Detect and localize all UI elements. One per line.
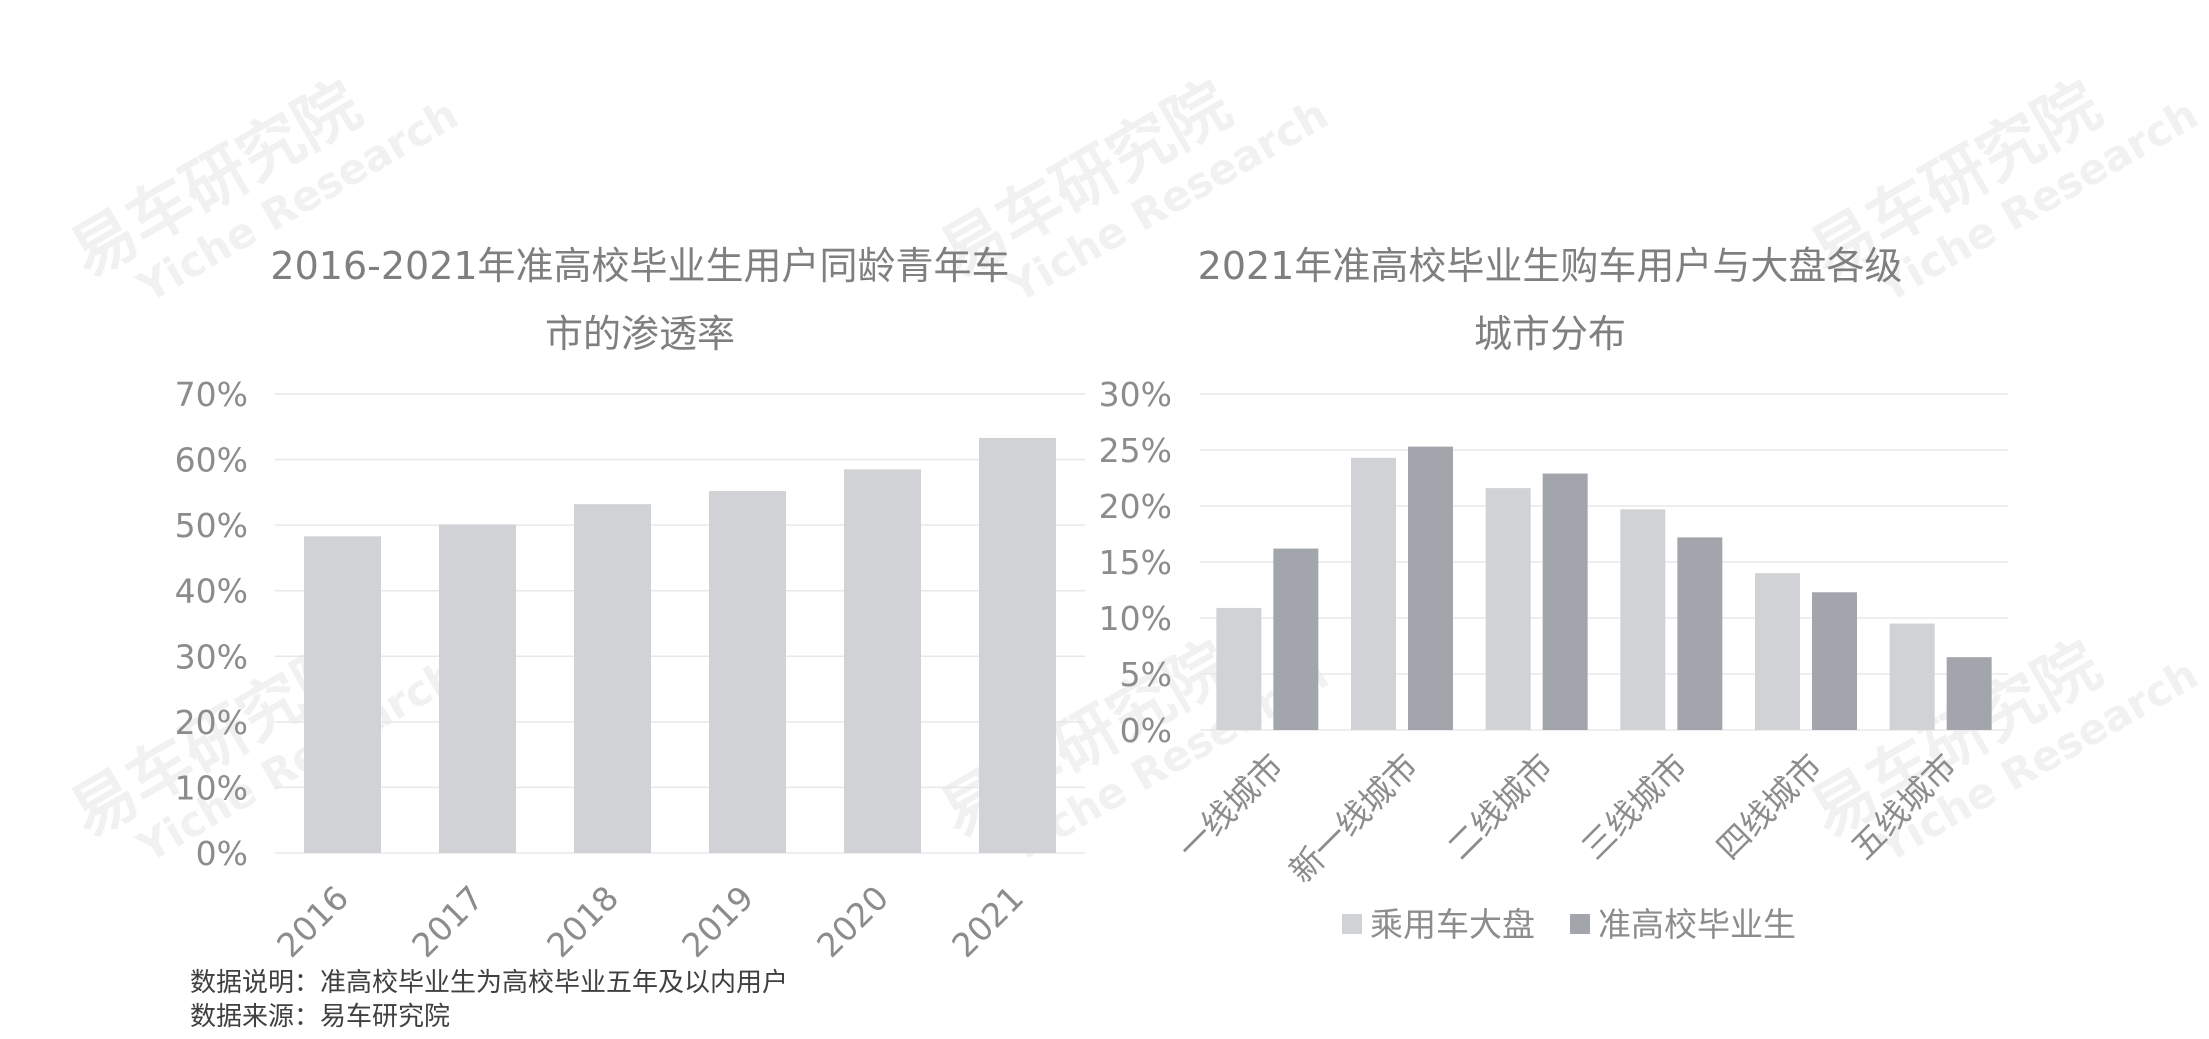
bar — [979, 437, 1056, 853]
y-tick-label: 0% — [1120, 711, 1172, 750]
legend-swatch — [1342, 914, 1362, 934]
legend-swatch — [1570, 914, 1590, 934]
x-tick-label: 一线城市 — [1170, 746, 1291, 867]
y-tick-label: 15% — [1099, 543, 1172, 582]
bar — [1485, 488, 1531, 730]
x-tick-label: 二线城市 — [1439, 746, 1560, 867]
bar — [1755, 573, 1800, 730]
x-tick-label: 2017 — [404, 878, 491, 965]
y-tick-label: 5% — [1120, 655, 1172, 694]
chart-title-city-distribution: 2021年准高校毕业生购车用户与大盘各级 城市分布 — [1170, 232, 1930, 368]
data-note: 数据说明：准高校毕业生为高校毕业五年及以内用户 — [190, 968, 789, 998]
x-tick-label: 四线城市 — [1709, 746, 1830, 867]
bar — [1351, 457, 1396, 730]
bar — [1677, 537, 1723, 730]
bar — [844, 469, 921, 853]
x-tick-label: 2019 — [674, 878, 761, 965]
bar — [439, 524, 516, 853]
y-tick-label: 0% — [196, 834, 248, 873]
y-tick-label: 50% — [175, 506, 248, 545]
footnotes: 数据说明：准高校毕业生为高校毕业五年及以内用户 数据来源：易车研究院 — [190, 966, 788, 1034]
legend-label: 准高校毕业生 — [1598, 905, 1796, 944]
bar — [574, 504, 651, 853]
y-tick-label: 10% — [1099, 599, 1172, 638]
data-source: 数据来源：易车研究院 — [190, 1002, 451, 1032]
y-tick-label: 60% — [175, 441, 248, 480]
x-tick-label: 2018 — [539, 878, 626, 965]
x-tick-label: 新一线城市 — [1281, 746, 1425, 890]
y-tick-label: 70% — [175, 375, 248, 414]
y-tick-label: 20% — [1099, 487, 1172, 526]
y-tick-label: 20% — [175, 703, 248, 742]
bar — [1620, 509, 1666, 730]
chart-title-line: 市的渗透率 — [544, 312, 735, 356]
bar — [709, 491, 786, 853]
bar — [1273, 548, 1319, 730]
y-tick-label: 25% — [1099, 431, 1172, 470]
bar — [1216, 607, 1262, 730]
y-tick-label: 30% — [1099, 375, 1172, 414]
bar — [1812, 592, 1857, 730]
y-tick-label: 30% — [175, 637, 248, 676]
legend-label: 乘用车大盘 — [1370, 905, 1535, 944]
bar — [1889, 623, 1935, 730]
y-tick-label: 40% — [175, 572, 248, 611]
bar — [1542, 473, 1588, 730]
bar — [304, 536, 381, 853]
chart-title-line: 2016-2021年准高校毕业生用户同龄青年车 — [270, 244, 1010, 288]
bar — [1946, 657, 1992, 730]
x-tick-label: 五线城市 — [1843, 746, 1964, 867]
x-tick-label: 三线城市 — [1574, 746, 1695, 867]
chart-title-line: 城市分布 — [1473, 312, 1626, 356]
chart-title-line: 2021年准高校毕业生购车用户与大盘各级 — [1197, 244, 1903, 288]
bar — [1408, 446, 1453, 730]
x-tick-label: 2020 — [809, 878, 896, 965]
y-tick-label: 10% — [175, 768, 248, 807]
x-tick-label: 2016 — [269, 878, 356, 965]
chart-title-penetration: 2016-2021年准高校毕业生用户同龄青年车 市的渗透率 — [250, 232, 1030, 368]
x-tick-label: 2021 — [944, 878, 1031, 965]
